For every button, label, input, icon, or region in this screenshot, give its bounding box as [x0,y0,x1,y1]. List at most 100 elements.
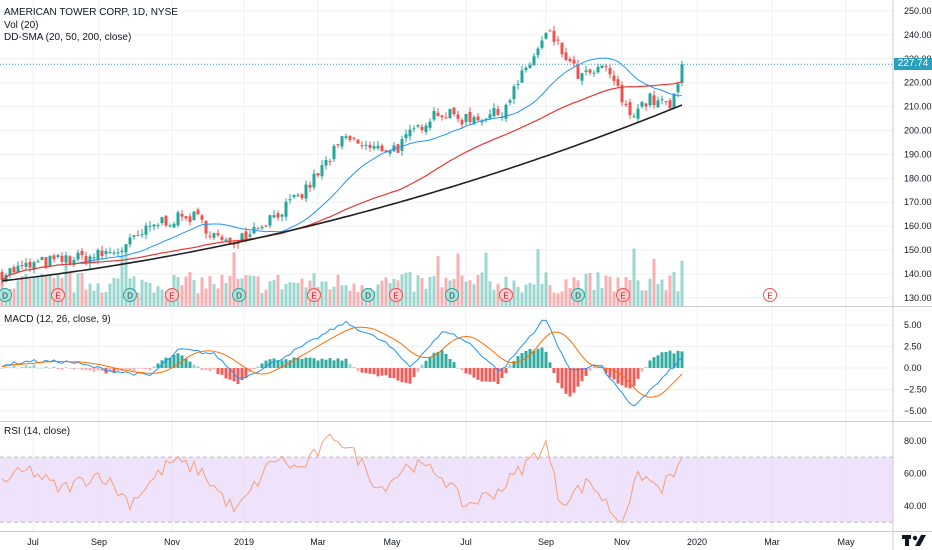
macd-histogram-bar [20,366,24,368]
volume-bar [188,272,192,306]
macd-histogram-bar [368,368,372,374]
candle-body [244,231,248,239]
candle-body [632,116,636,118]
candle-body [352,137,356,139]
candle-body [604,65,608,67]
macd-histogram-bar [296,357,300,368]
macd-histogram-bar [32,364,36,368]
volume-bar [652,258,656,306]
volume-bar [36,276,40,306]
candle-body [444,117,448,119]
candle-body [292,195,296,198]
macd-histogram-bar [572,368,576,393]
volume-bar [340,285,344,306]
candle-body [80,250,84,256]
volume-bar [276,274,280,306]
volume-bar [292,282,296,306]
macd-histogram-bar [496,368,500,385]
macd-histogram-bar [168,357,172,368]
volume-bar [596,272,600,306]
volume-bar [592,290,596,306]
macd-histogram-bar [164,357,168,368]
volume-bar [64,266,68,306]
rsi-line [1,433,683,523]
candle-body [320,165,324,177]
macd-histogram-bar [56,368,60,370]
volume-bar [300,278,304,306]
macd-histogram-bar [432,352,436,368]
candle-body [436,112,440,117]
volume-bar [612,291,616,306]
dividend-marker-label: D [2,292,8,301]
earnings-marker-label: E [169,292,174,301]
candle-body [16,265,20,273]
volume-bar [412,291,416,306]
earnings-marker-label: E [393,292,398,301]
candle-body [572,59,576,64]
macd-histogram-bar [680,351,684,368]
tradingview-logo-icon [902,535,926,546]
macd-histogram-bar [540,347,544,368]
rsi-legend: RSI (14, close) [4,426,71,437]
volume-bar [564,279,568,306]
macd-histogram-bar [152,366,156,368]
volume-bar [604,275,608,306]
macd-histogram-bar [260,363,264,368]
price-tick-label: 240.00 [904,30,932,40]
candle-body [360,145,364,147]
volume-bar [544,272,548,306]
volume-bar [148,283,152,306]
volume-bar [560,291,564,306]
volume-bar [216,288,220,306]
candle-body [452,107,456,115]
candle-body [32,262,36,270]
candle-body [184,216,188,219]
volume-bar [644,290,648,306]
volume-bar [112,277,116,306]
macd-histogram-bar [608,368,612,378]
candle-body [212,233,216,238]
macd-histogram-bar [80,368,84,370]
volume-bar [16,280,20,306]
volume-bar [296,283,300,306]
volume-bar [376,284,380,306]
candle-body [676,83,680,93]
earnings-marker [165,288,179,302]
candle-body [472,116,476,124]
candle-body [372,146,376,149]
macd-histogram-bar [312,358,316,368]
rsi-pane-plot [1,433,683,523]
macd-histogram-bar [560,368,564,389]
macd-histogram-bar [212,368,216,370]
candle-body [672,93,676,108]
candle-body [164,215,168,226]
candle-body [376,145,380,149]
macd-histogram-bar [664,352,668,368]
candle-body [112,252,116,254]
candle-body [224,239,228,242]
candles [0,26,684,285]
volume-bar [80,272,84,306]
macd-histogram-bar [140,368,144,369]
candle-body [520,70,524,83]
candle-body [40,257,44,260]
earnings-marker [307,288,321,302]
volume-bar [472,284,476,306]
volume-bar [208,276,212,306]
candle-body [284,201,288,217]
macd-histogram-bar [188,361,192,368]
candle-body [188,216,192,222]
volume-bar [404,272,408,306]
volume-bar [220,274,224,306]
earnings-marker-label: E [620,292,625,301]
candle-body [52,255,56,260]
macd-histogram-bar [92,368,96,372]
candle-body [536,48,540,56]
volume-bar [648,278,652,306]
chart-title: AMERICAN TOWER CORP, 1D, NYSE [4,7,178,18]
volume-bar [180,285,184,306]
candle-body [108,252,112,254]
volume-bar [68,272,72,306]
